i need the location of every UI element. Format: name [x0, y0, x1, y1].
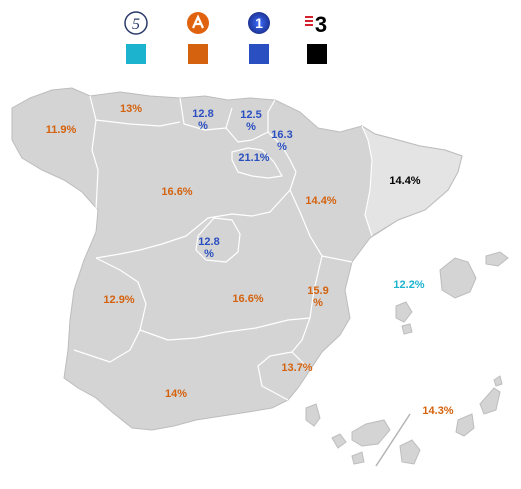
label-extremadura: 12.9%	[103, 294, 135, 306]
mainland-shape	[11, 87, 463, 431]
canary-3	[351, 419, 391, 447]
label-canarias: 14.3%	[422, 405, 454, 417]
label-aragon: 14.4%	[305, 195, 337, 207]
canary-2	[331, 433, 347, 449]
telecinco-swatch	[126, 44, 146, 64]
label-asturias: 13%	[119, 103, 143, 115]
antena3-swatch	[188, 44, 208, 64]
tv3-logo-icon: 3	[303, 10, 329, 37]
label-murcia: 13.7%	[281, 362, 313, 374]
menorca-shape	[485, 251, 509, 267]
label-navarra: 16.3 %	[271, 129, 293, 153]
canary-separator	[375, 413, 411, 467]
canary-8	[493, 375, 503, 387]
region-borders	[73, 95, 373, 401]
label-cantabria: 12.8 %	[192, 108, 214, 132]
canary-5	[399, 439, 421, 465]
svg-text:1: 1	[255, 15, 263, 31]
canary-6	[455, 413, 475, 437]
label-castilla-mancha: 16.6%	[232, 293, 264, 305]
svg-text:3: 3	[315, 12, 327, 36]
telecinco-logo-icon: 5	[123, 10, 149, 36]
canary-4	[351, 451, 365, 465]
label-la-rioja: 21.1%	[238, 152, 270, 164]
label-cataluna: 14.4%	[389, 175, 421, 187]
label-baleares: 12.2%	[393, 279, 425, 291]
label-galicia: 11.9%	[45, 124, 77, 136]
canary-7	[479, 387, 501, 415]
mallorca-shape	[439, 257, 477, 299]
la1-logo-icon: 1	[246, 10, 272, 36]
svg-text:5: 5	[132, 16, 140, 33]
canary-1	[305, 403, 321, 427]
la1-swatch	[249, 44, 269, 64]
label-valencia: 15.9 %	[307, 285, 329, 309]
label-madrid: 12.8 %	[198, 236, 220, 260]
label-andalucia: 14%	[164, 388, 188, 400]
antena3-logo-icon	[185, 10, 211, 36]
formentera-shape	[401, 323, 413, 335]
label-pais-vasco: 12.5 %	[240, 109, 262, 133]
ibiza-shape	[395, 301, 413, 323]
tv3-swatch	[307, 44, 327, 64]
label-castilla-leon: 16.6%	[161, 186, 193, 198]
